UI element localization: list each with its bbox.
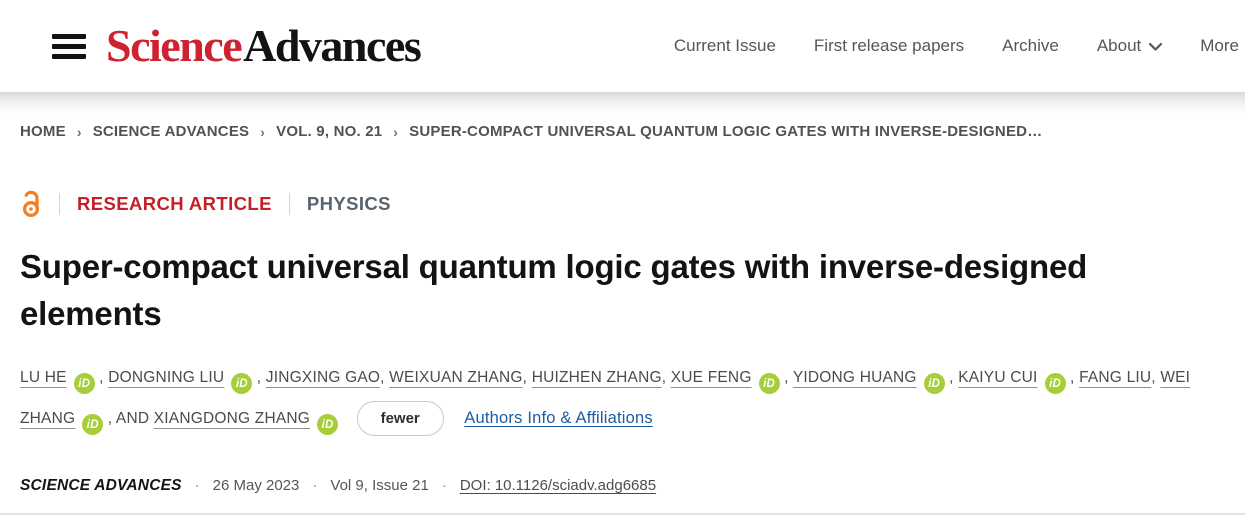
- author-separator: ,: [661, 368, 671, 386]
- author-link[interactable]: HUIZHEN ZHANG: [531, 368, 662, 386]
- orcid-icon[interactable]: iD: [73, 373, 95, 395]
- breadcrumb-link-home[interactable]: HOME: [20, 123, 66, 140]
- author-separator: ,: [103, 409, 116, 427]
- author-separator: ,: [779, 368, 793, 386]
- separator-dot: ·: [441, 477, 447, 495]
- author-link[interactable]: XUE FENG: [670, 368, 752, 386]
- author-separator: ,: [380, 368, 390, 386]
- author-link[interactable]: FANG LIU: [1079, 368, 1152, 386]
- breadcrumb-link-vol-9-no-21[interactable]: VOL. 9, NO. 21: [276, 123, 383, 140]
- journal-logo[interactable]: ScienceAdvances: [106, 20, 422, 71]
- authors-block: LU HE iD , DONGNING LIU iD , JINGXING GAO,…: [20, 358, 1225, 439]
- breadcrumb-separator: ›: [260, 123, 266, 140]
- breadcrumb-separator: ›: [76, 123, 82, 140]
- logo-advances-text: Advances: [243, 20, 422, 71]
- article-page: HOME › SCIENCE ADVANCES › VOL. 9, NO. 21 › SUP…: [0, 123, 1245, 495]
- orcid-icon[interactable]: iD: [82, 414, 104, 436]
- orcid-icon[interactable]: iD: [758, 373, 780, 395]
- nav-item-more[interactable]: More: [1200, 36, 1239, 55]
- author-link[interactable]: KAIYU CUI: [958, 368, 1038, 386]
- author-link[interactable]: WEI ZHANG: [20, 368, 1191, 427]
- doi-link[interactable]: DOI: 10.1126/sciadv.adg6685: [459, 477, 657, 495]
- orcid-icon[interactable]: iD: [923, 373, 945, 395]
- breadcrumb-link-science-advances[interactable]: SCIENCE ADVANCES: [92, 123, 250, 140]
- author-link[interactable]: LU HE: [20, 368, 67, 386]
- divider: [59, 193, 60, 215]
- hamburger-icon: [52, 33, 86, 59]
- article-type-label[interactable]: RESEARCH ARTICLE: [77, 193, 272, 214]
- author-separator: ,: [94, 368, 109, 386]
- author-link[interactable]: WEIXUAN ZHANG: [389, 368, 523, 386]
- authors-info-link[interactable]: Authors Info & Affiliations: [464, 408, 653, 427]
- site-header: ScienceAdvances Current Issue First relea…: [0, 0, 1245, 92]
- logo-science-text: Science: [106, 20, 243, 71]
- author-link[interactable]: DONGNING LIU: [108, 368, 225, 386]
- orcid-icon[interactable]: iD: [231, 373, 253, 395]
- main-nav: Current Issue First release papers Archive…: [674, 36, 1239, 56]
- author-separator: ,: [252, 368, 266, 386]
- nav-item-about[interactable]: About: [1097, 36, 1163, 56]
- author-separator: ,: [1151, 368, 1161, 386]
- chevron-down-icon: [1149, 43, 1163, 51]
- fewer-button[interactable]: fewer: [356, 401, 444, 437]
- page-title: Super-compact universal quantum logic ga…: [20, 248, 1088, 332]
- breadcrumb-separator: ›: [393, 123, 399, 140]
- menu-button[interactable]: [52, 33, 86, 59]
- journal-name: SCIENCE ADVANCES: [20, 476, 182, 494]
- nav-item-archive[interactable]: Archive: [1002, 36, 1059, 55]
- breadcrumb: HOME › SCIENCE ADVANCES › VOL. 9, NO. 21 › SUP…: [20, 123, 1225, 140]
- breadcrumb-current: SUPER-COMPACT UNIVERSAL QUANTUM LOGIC GA…: [409, 123, 1043, 140]
- divider: [288, 193, 290, 215]
- and-label: AND: [115, 409, 154, 427]
- subject-label[interactable]: PHYSICS: [306, 193, 391, 214]
- author-separator: ,: [1065, 368, 1080, 386]
- bottom-divider: [0, 513, 1245, 515]
- header-shadow: [0, 92, 1245, 114]
- separator-dot: ·: [312, 477, 318, 495]
- separator-dot: ·: [194, 477, 200, 495]
- nav-item-current-issue[interactable]: Current Issue: [673, 36, 776, 55]
- authors-list: LU HE iD , DONGNING LIU iD , JINGXING GAO,…: [20, 368, 1191, 436]
- orcid-icon[interactable]: iD: [317, 414, 339, 436]
- author-link[interactable]: XIANGDONG ZHANG: [153, 409, 311, 427]
- citation-row: SCIENCE ADVANCES · 26 May 2023 · Vol 9, …: [20, 477, 1225, 495]
- volume-issue: Vol 9, Issue 21: [330, 477, 429, 495]
- publication-date: 26 May 2023: [212, 477, 300, 495]
- article-type-row: RESEARCH ARTICLE PHYSICS: [20, 190, 1225, 218]
- author-link[interactable]: YIDONG HUANG: [792, 368, 917, 386]
- orcid-icon[interactable]: iD: [1044, 373, 1066, 395]
- author-separator: ,: [944, 368, 959, 386]
- open-access-icon[interactable]: [20, 190, 42, 218]
- nav-item-first-release-papers[interactable]: First release papers: [813, 36, 965, 55]
- author-separator: ,: [522, 368, 532, 386]
- author-link[interactable]: JINGXING GAO: [265, 368, 381, 386]
